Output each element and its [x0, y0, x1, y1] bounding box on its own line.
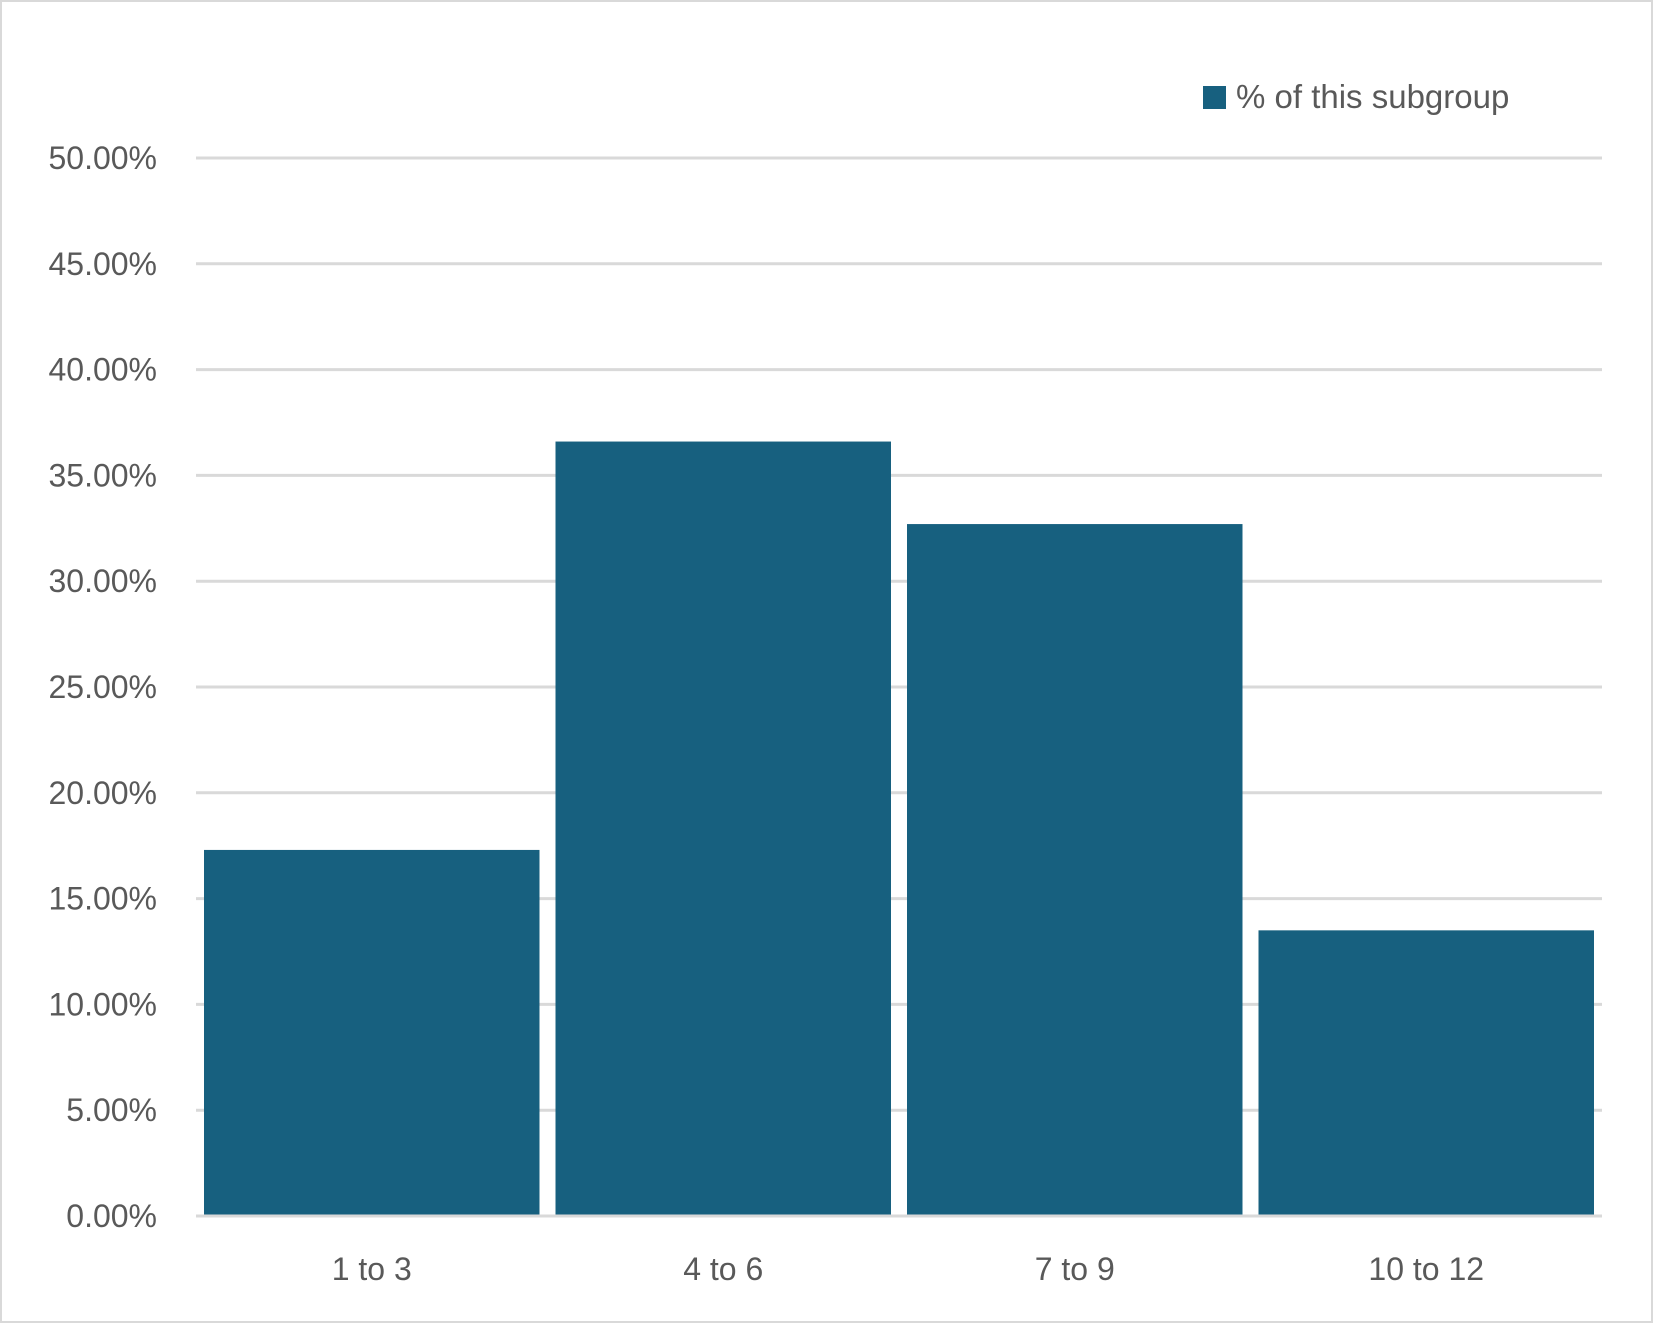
x-tick-label: 4 to 6	[683, 1251, 763, 1287]
y-tick-label: 0.00%	[66, 1198, 157, 1234]
x-axis-ticks: 1 to 3 4 to 6 7 to 9 10 to 12	[332, 1251, 1484, 1287]
y-tick-label: 45.00%	[48, 246, 157, 282]
y-tick-label: 20.00%	[48, 775, 157, 811]
x-tick-label: 1 to 3	[332, 1251, 412, 1287]
y-tick-label: 40.00%	[48, 352, 157, 388]
legend-swatch	[1203, 86, 1226, 109]
y-tick-label: 15.00%	[48, 881, 157, 917]
y-tick-label: 10.00%	[48, 986, 157, 1022]
bar-7-to-9	[907, 524, 1243, 1216]
y-tick-label: 30.00%	[48, 563, 157, 599]
y-tick-label: 35.00%	[48, 457, 157, 493]
bar-4-to-6	[555, 441, 891, 1216]
legend-label: % of this subgroup	[1236, 78, 1509, 115]
x-tick-label: 10 to 12	[1368, 1251, 1484, 1287]
bars	[204, 441, 1594, 1216]
y-tick-label: 50.00%	[48, 140, 157, 176]
legend: % of this subgroup	[1203, 78, 1509, 115]
bar-1-to-3	[204, 849, 540, 1216]
y-tick-label: 25.00%	[48, 669, 157, 705]
y-axis-ticks: 0.00% 5.00% 10.00% 15.00% 20.00% 25.00% 30.00%…	[48, 140, 157, 1234]
x-tick-label: 7 to 9	[1035, 1251, 1115, 1287]
bar-10-to-12	[1258, 930, 1594, 1216]
y-tick-label: 5.00%	[66, 1092, 157, 1128]
